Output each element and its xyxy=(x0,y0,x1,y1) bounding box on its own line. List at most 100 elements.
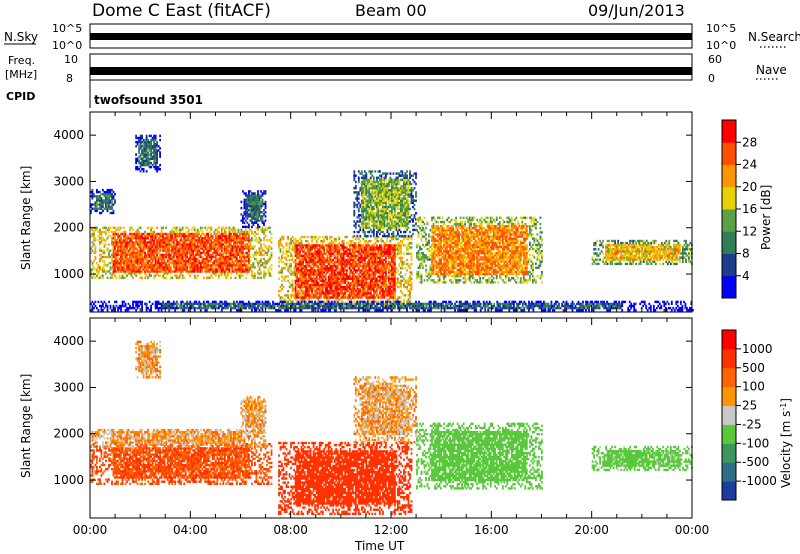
echo-cell xyxy=(211,241,214,244)
echo-cell xyxy=(184,237,187,240)
echo-cell xyxy=(360,176,363,179)
echo-cell xyxy=(118,247,121,250)
echo-cell xyxy=(353,244,356,247)
echo-cell xyxy=(105,230,107,234)
echo-cell xyxy=(403,237,405,241)
echo-cell xyxy=(193,255,196,259)
echo-cell xyxy=(151,145,154,148)
echo-cell xyxy=(156,251,158,254)
echo-cell xyxy=(214,239,217,242)
echo-cell xyxy=(246,255,249,259)
echo-cell xyxy=(315,304,318,307)
echo-cell xyxy=(348,260,351,264)
echo-cell xyxy=(291,258,294,262)
echo-cell xyxy=(248,270,250,273)
echo-cell xyxy=(243,262,246,265)
echo-cell xyxy=(139,237,142,240)
echo-cell xyxy=(135,140,137,144)
echo-cell xyxy=(353,203,356,207)
echo-cell xyxy=(299,237,301,241)
echo-cell xyxy=(305,256,307,260)
echo-cell xyxy=(344,294,347,297)
echo-cell xyxy=(192,243,195,246)
echo-cell xyxy=(150,147,152,150)
echo-cell xyxy=(379,209,381,213)
echo-cell xyxy=(246,213,249,216)
echo-cell xyxy=(318,262,321,266)
echo-cell xyxy=(380,212,383,215)
echo-cell xyxy=(216,259,219,263)
echo-cell xyxy=(385,256,387,260)
echo-cell xyxy=(363,292,366,295)
echo-cell xyxy=(379,218,381,221)
echo-cell xyxy=(162,237,164,240)
echo-cell xyxy=(181,243,184,246)
echo-cell xyxy=(129,245,131,248)
echo-cell xyxy=(193,270,196,273)
echo-cell xyxy=(220,237,223,240)
echo-cell xyxy=(326,271,329,274)
echo-cell xyxy=(198,241,201,244)
echo-cell xyxy=(153,230,155,234)
echo-cell xyxy=(297,244,300,247)
echo-cell xyxy=(369,209,372,213)
echo-cell xyxy=(371,230,374,234)
echo-cell xyxy=(372,283,375,287)
echo-cell xyxy=(407,252,410,255)
echo-cell xyxy=(385,258,387,262)
echo-cell xyxy=(385,279,387,282)
echo-cell xyxy=(153,136,155,140)
echo-cell xyxy=(254,209,256,212)
echo-cell xyxy=(90,268,92,271)
echo-cell xyxy=(231,245,234,248)
echo-cell xyxy=(136,255,139,259)
echo-cell xyxy=(97,207,100,210)
echo-cell xyxy=(222,268,225,271)
echo-cell xyxy=(245,251,247,254)
echo-cell xyxy=(320,304,323,307)
echo-cell xyxy=(368,246,371,249)
echo-cell xyxy=(135,230,137,234)
echo-cell xyxy=(320,260,323,264)
echo-cell xyxy=(308,269,310,272)
echo-cell xyxy=(288,298,291,301)
echo-cell xyxy=(374,212,377,215)
echo-cell xyxy=(162,253,164,257)
echo-cell xyxy=(178,262,181,265)
echo-cell xyxy=(332,275,335,278)
echo-cell xyxy=(368,250,371,253)
echo-cell xyxy=(324,244,327,247)
echo-cell xyxy=(153,143,155,146)
echo-cell xyxy=(290,294,292,297)
echo-cell xyxy=(377,187,380,190)
echo-cell xyxy=(335,240,338,243)
echo-cell xyxy=(391,252,393,255)
echo-cell xyxy=(190,257,193,261)
echo-cell xyxy=(201,257,204,261)
echo-cell xyxy=(115,276,118,279)
echo-cell xyxy=(252,221,255,224)
echo-cell xyxy=(220,264,223,267)
echo-cell xyxy=(112,253,115,257)
echo-cell xyxy=(260,270,262,273)
echo-cell xyxy=(332,277,335,280)
echo-cell xyxy=(335,250,338,253)
echo-cell xyxy=(342,246,345,249)
echo-cell xyxy=(195,232,198,236)
echo-cell xyxy=(336,281,339,285)
echo-cell xyxy=(360,193,363,196)
echo-cell xyxy=(172,259,175,263)
echo-cell xyxy=(338,252,341,255)
echo-cell xyxy=(388,275,390,278)
echo-cell xyxy=(187,257,190,261)
echo-cell xyxy=(360,222,363,225)
echo-cell xyxy=(315,260,318,264)
echo-cell xyxy=(360,207,363,211)
echo-cell xyxy=(225,257,228,261)
echo-cell xyxy=(297,260,300,264)
echo-cell xyxy=(175,230,178,234)
echo-cell xyxy=(407,237,410,241)
echo-cell xyxy=(320,244,323,247)
echo-cell xyxy=(348,292,351,295)
echo-cell xyxy=(201,232,204,236)
